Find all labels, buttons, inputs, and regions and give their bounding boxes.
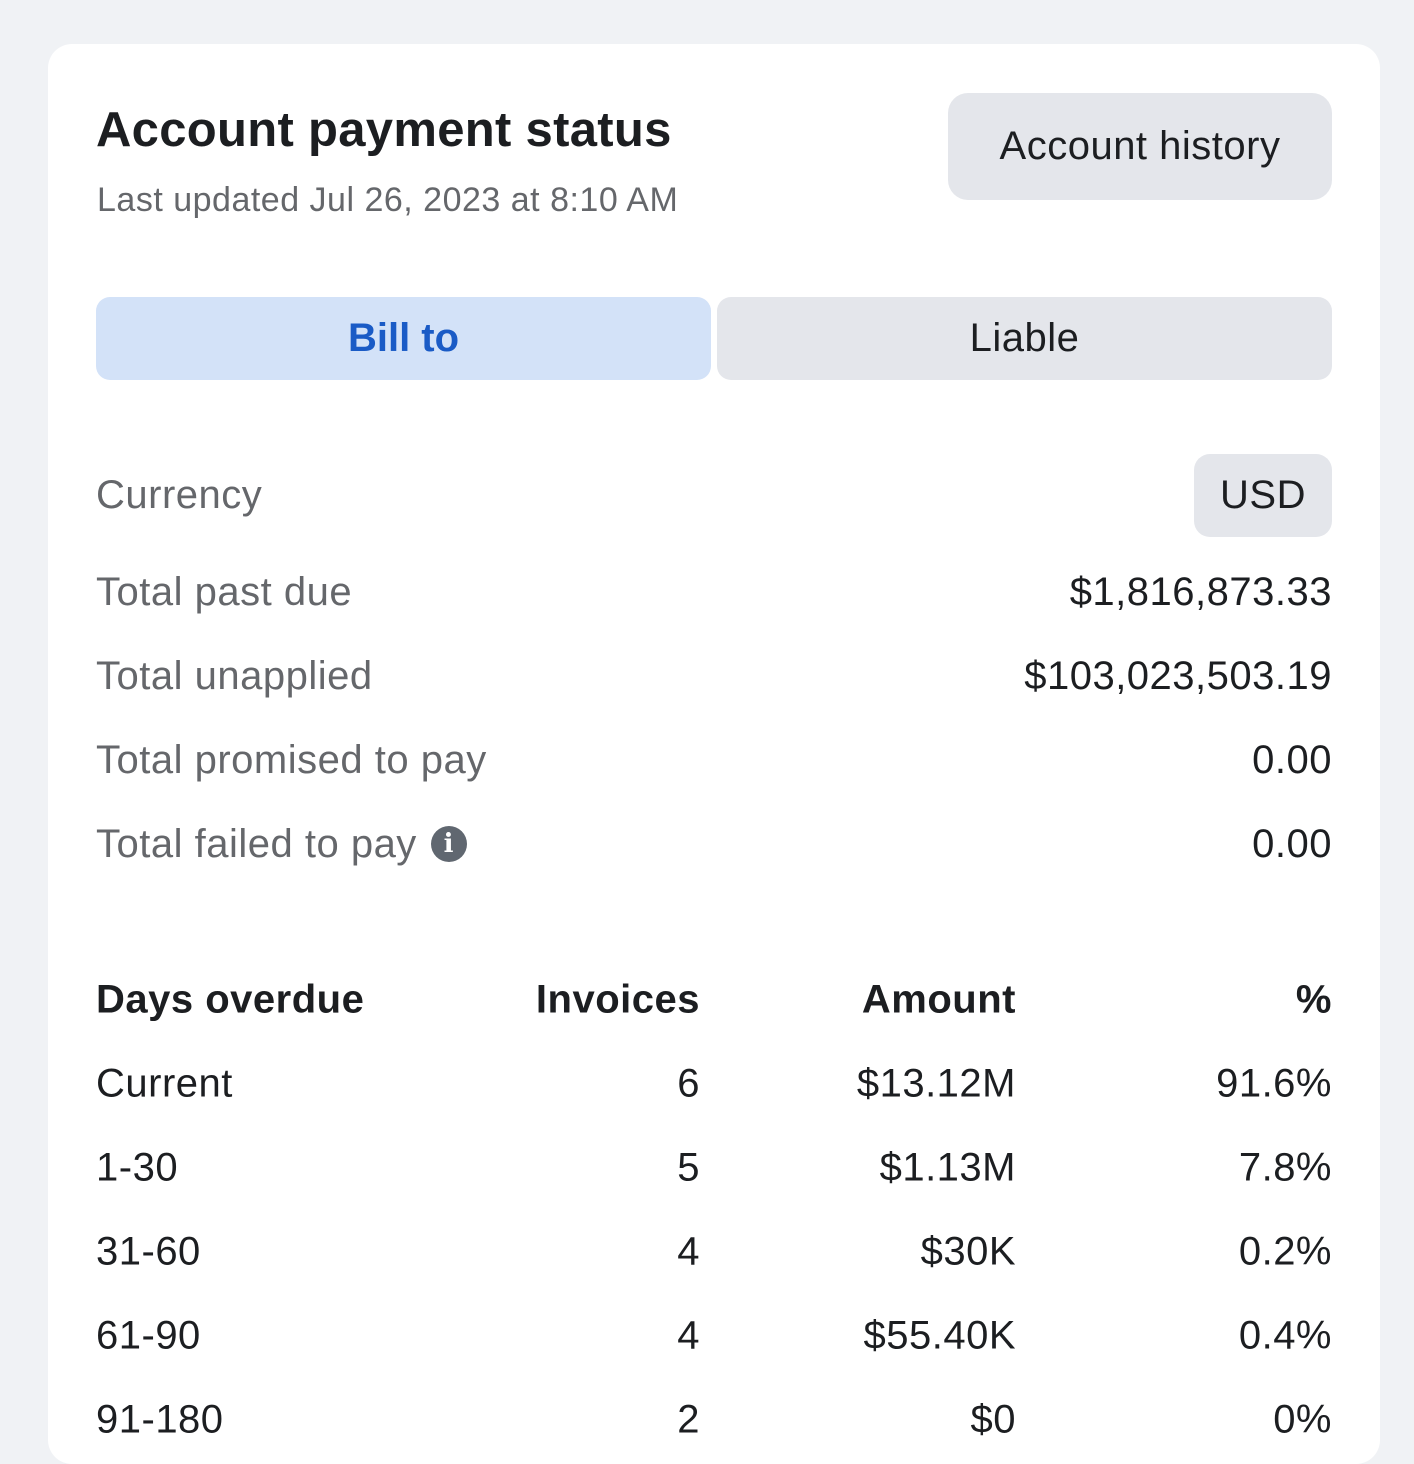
table-cell: $13.12M xyxy=(856,1061,1016,1106)
table-cell: Current xyxy=(96,1061,233,1106)
table-cell: 0.2% xyxy=(1238,1229,1332,1274)
summary-label: Total past due xyxy=(96,569,353,614)
table-cell: 5 xyxy=(677,1145,700,1190)
table-row: 61-90 4 $55.40K 0.4% xyxy=(96,1294,1332,1378)
info-icon[interactable]: i xyxy=(430,826,467,862)
table-row: 91-180 2 $0 0% xyxy=(96,1378,1332,1462)
summary-value: 0.00 xyxy=(1252,821,1332,866)
summary-value: $103,023,503.19 xyxy=(1024,653,1332,698)
account-history-button[interactable]: Account history xyxy=(948,93,1332,200)
table-cell: 91.6% xyxy=(1216,1061,1332,1106)
table-cell: $55.40K xyxy=(863,1313,1016,1358)
table-header: Days overdue Invoices Amount % xyxy=(96,958,1332,1042)
table-cell: 2 xyxy=(677,1397,700,1442)
page-title: Account payment status xyxy=(96,103,672,157)
table-cell: 0.4% xyxy=(1238,1313,1332,1358)
table-row: 31-60 4 $30K 0.2% xyxy=(96,1210,1332,1294)
table-cell: 7.8% xyxy=(1238,1145,1332,1190)
summary-label: Total failed to pay xyxy=(96,821,417,866)
summary-value: 0.00 xyxy=(1252,737,1332,782)
column-header: Amount xyxy=(861,977,1016,1022)
table-row: Current 6 $13.12M 91.6% xyxy=(96,1042,1332,1126)
currency-selector[interactable]: USD xyxy=(1194,453,1332,537)
table-cell: $30K xyxy=(920,1229,1016,1274)
table-cell: $0 xyxy=(970,1397,1016,1442)
column-header: % xyxy=(1295,977,1332,1022)
table-row: 1-30 5 $1.13M 7.8% xyxy=(96,1126,1332,1210)
summary-value: $1,816,873.33 xyxy=(1069,569,1332,614)
table-cell: $1.13M xyxy=(879,1145,1016,1190)
table-cell: 4 xyxy=(677,1229,700,1274)
table-cell: 91-180 xyxy=(96,1397,224,1442)
summary-row: Total past due $1,816,873.33 xyxy=(96,550,1332,634)
last-updated: Last updated Jul 26, 2023 at 8:10 AM xyxy=(97,181,679,219)
currency-row: Currency USD xyxy=(96,453,1332,537)
summary-row: Total unapplied $103,023,503.19 xyxy=(96,634,1332,718)
summary-row: Total promised to pay 0.00 xyxy=(96,718,1332,802)
summary-label: Total unapplied xyxy=(96,653,373,698)
column-header: Invoices xyxy=(535,977,700,1022)
payment-status-card: Account payment status Last updated Jul … xyxy=(48,44,1380,1464)
table-cell: 6 xyxy=(677,1061,700,1106)
table-cell: 61-90 xyxy=(96,1313,201,1358)
summary-row: Total failed to pay i 0.00 xyxy=(96,802,1332,886)
table-cell: 4 xyxy=(677,1313,700,1358)
currency-label: Currency xyxy=(96,472,263,517)
table-cell: 0% xyxy=(1273,1397,1332,1442)
summary-label: Total promised to pay xyxy=(96,737,487,782)
column-header: Days overdue xyxy=(96,977,365,1022)
summary-label-wrap: Total failed to pay i xyxy=(96,822,467,867)
table-cell: 31-60 xyxy=(96,1229,201,1274)
tab-bill-to[interactable]: Bill to xyxy=(96,297,711,380)
table-cell: 1-30 xyxy=(96,1145,179,1190)
tab-liable[interactable]: Liable xyxy=(717,297,1332,380)
